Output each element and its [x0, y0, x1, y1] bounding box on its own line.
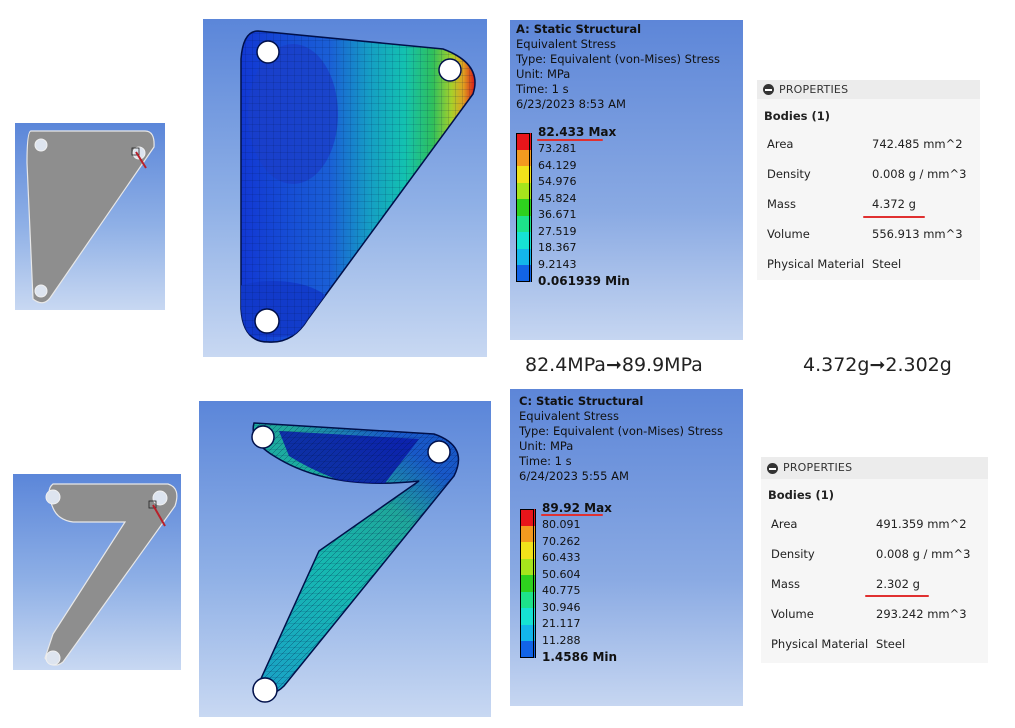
legend-label: 50.604 — [542, 568, 581, 581]
max-underline-annotation — [541, 514, 603, 516]
analysis-a-result-type: Type: Equivalent (von-Mises) Stress — [516, 52, 720, 66]
property-row-material: Physical Material Steel — [767, 257, 902, 271]
max-underline-annotation — [537, 139, 603, 141]
legend-label: 40.775 — [542, 584, 581, 597]
analysis-c-date: 6/24/2023 5:55 AM — [519, 469, 629, 483]
property-row-mass: Mass 2.302 g — [771, 577, 920, 591]
legend-label: 11.288 — [542, 634, 581, 647]
optimized-stress-contour — [251, 422, 460, 703]
legend-label: 70.262 — [542, 535, 581, 548]
legend-label: 45.824 — [538, 192, 577, 205]
original-bracket-shape — [26, 130, 155, 304]
legend-label: 18.367 — [538, 241, 577, 254]
legend-min-label: 1.4586 Min — [542, 650, 618, 664]
analysis-a-color-legend: 82.433 Max 73.281 64.129 54.976 45.824 3… — [516, 126, 736, 303]
property-row-area: Area 491.359 mm^2 — [771, 517, 967, 531]
stress-change-caption: 82.4MPa➞89.9MPa — [525, 354, 703, 376]
properties-header[interactable]: PROPERTIES — [761, 457, 988, 479]
property-row-volume: Volume 556.913 mm^3 — [767, 227, 963, 241]
analysis-a-time: Time: 1 s — [516, 82, 569, 96]
property-row-mass: Mass 4.372 g — [767, 197, 916, 211]
properties-panel-a: PROPERTIES Bodies (1) Area 742.485 mm^2 D… — [757, 80, 980, 280]
original-geometry-viewport — [15, 123, 165, 310]
legend-label: 9.2143 — [538, 258, 577, 271]
analysis-a-result-name: Equivalent Stress — [516, 37, 616, 51]
legend-label: 27.519 — [538, 225, 577, 238]
legend-label: 30.946 — [542, 601, 581, 614]
legend-max-label: 82.433 Max — [538, 125, 617, 139]
bodies-label: Bodies (1) — [764, 109, 831, 123]
property-row-density: Density 0.008 g / mm^3 — [767, 167, 967, 181]
collapse-minus-icon[interactable] — [763, 84, 774, 95]
bodies-label: Bodies (1) — [768, 488, 835, 502]
legend-max-label: 89.92 Max — [542, 501, 612, 515]
properties-panel-c: PROPERTIES Bodies (1) Area 491.359 mm^2 D… — [761, 457, 988, 663]
legend-label: 73.281 — [538, 142, 577, 155]
legend-label: 21.117 — [542, 617, 581, 630]
collapse-minus-icon[interactable] — [767, 463, 778, 474]
mass-underline-annotation — [863, 216, 925, 218]
original-stress-contour — [240, 30, 476, 343]
legend-label: 36.671 — [538, 208, 577, 221]
property-row-volume: Volume 293.242 mm^3 — [771, 607, 967, 621]
optimized-stress-viewport — [199, 401, 491, 717]
analysis-c-unit: Unit: MPa — [519, 439, 574, 453]
analysis-c-legend-panel: C: Static Structural Equivalent Stress T… — [510, 389, 743, 706]
property-row-area: Area 742.485 mm^2 — [767, 137, 963, 151]
optimized-bracket-shape — [44, 483, 178, 666]
analysis-a-title: A: Static Structural — [516, 22, 642, 36]
analysis-c-result-type: Type: Equivalent (von-Mises) Stress — [519, 424, 723, 438]
legend-label: 64.129 — [538, 159, 577, 172]
legend-label: 60.433 — [542, 551, 581, 564]
analysis-a-legend-panel: A: Static Structural Equivalent Stress T… — [510, 20, 743, 340]
property-row-material: Physical Material Steel — [771, 637, 906, 651]
analysis-a-unit: Unit: MPa — [516, 67, 571, 81]
optimized-geometry-viewport — [13, 474, 181, 670]
legend-label: 80.091 — [542, 518, 581, 531]
legend-min-label: 0.061939 Min — [538, 274, 630, 288]
analysis-c-title: C: Static Structural — [519, 394, 644, 408]
legend-label: 54.976 — [538, 175, 577, 188]
mass-underline-annotation — [865, 595, 929, 597]
analysis-c-color-legend: 89.92 Max 80.091 70.262 60.433 50.604 40… — [520, 502, 740, 679]
analysis-a-date: 6/23/2023 8:53 AM — [516, 97, 626, 111]
property-row-density: Density 0.008 g / mm^3 — [771, 547, 971, 561]
mass-change-caption: 4.372g➞2.302g — [803, 354, 952, 376]
original-stress-viewport — [203, 19, 487, 357]
properties-header[interactable]: PROPERTIES — [757, 80, 980, 99]
analysis-c-result-name: Equivalent Stress — [519, 409, 619, 423]
analysis-c-time: Time: 1 s — [519, 454, 572, 468]
